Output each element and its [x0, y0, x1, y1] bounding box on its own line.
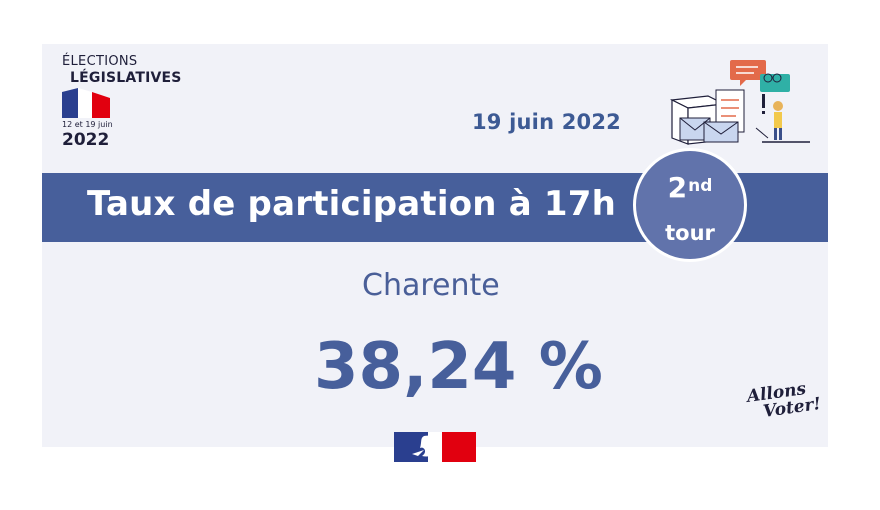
marianne-logo — [394, 432, 476, 462]
logo-year: 2022 — [62, 130, 110, 150]
round-number: 2 — [667, 171, 688, 204]
ballot-box-illustration — [669, 60, 810, 145]
round-suffix: nd — [688, 176, 713, 196]
round-number-line: 2nd — [636, 173, 744, 203]
round-word: tour — [665, 221, 715, 245]
logo-line-elections: ÉLECTIONS — [62, 54, 138, 69]
french-flag-icon — [62, 88, 110, 118]
page-title: Taux de participation à 17h — [87, 184, 617, 224]
participation-value: 38,24 % — [314, 330, 603, 404]
department-name: Charente — [362, 268, 500, 303]
logo-dates: 12 et 19 juin — [62, 120, 113, 129]
logo-line-legislatives: LÉGISLATIVES — [70, 70, 182, 86]
election-date: 19 juin 2022 — [472, 110, 621, 134]
elections-logo: ÉLECTIONS LÉGISLATIVES 12 et 19 juin 202… — [62, 54, 222, 150]
round-badge: 2nd tour — [633, 148, 747, 262]
